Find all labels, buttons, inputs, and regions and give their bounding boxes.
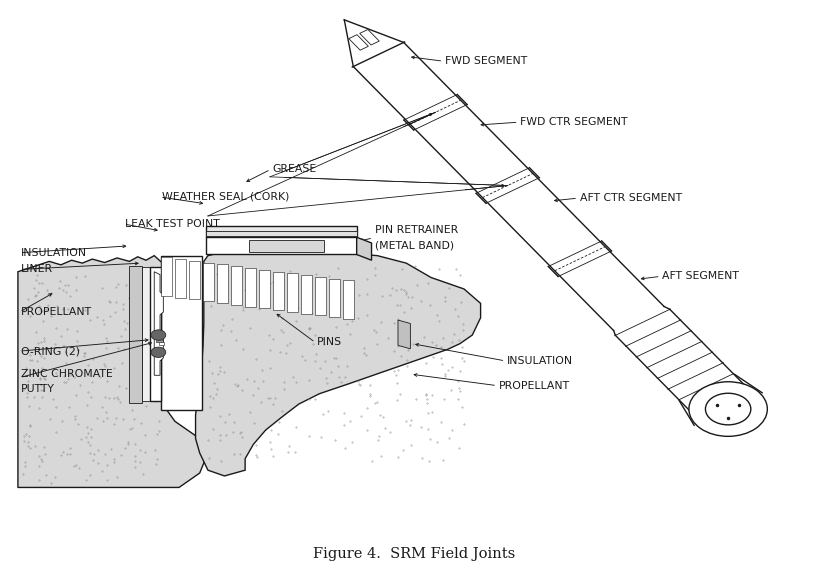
Polygon shape bbox=[203, 262, 214, 301]
Text: Figure 4.  SRM Field Joints: Figure 4. SRM Field Joints bbox=[313, 547, 515, 561]
Polygon shape bbox=[206, 231, 356, 236]
Polygon shape bbox=[18, 255, 208, 487]
Polygon shape bbox=[129, 266, 142, 403]
Text: AFT SEGMENT: AFT SEGMENT bbox=[662, 271, 739, 281]
Text: AFT CTR SEGMENT: AFT CTR SEGMENT bbox=[579, 193, 681, 203]
Polygon shape bbox=[258, 270, 270, 308]
Polygon shape bbox=[156, 340, 162, 343]
Polygon shape bbox=[150, 267, 161, 401]
Polygon shape bbox=[230, 266, 242, 305]
Polygon shape bbox=[161, 257, 172, 296]
Circle shape bbox=[688, 381, 767, 436]
Polygon shape bbox=[349, 35, 368, 50]
Text: ZINC CHROMATE: ZINC CHROMATE bbox=[22, 369, 113, 379]
Polygon shape bbox=[249, 240, 323, 251]
Text: PUTTY: PUTTY bbox=[22, 384, 55, 394]
Polygon shape bbox=[397, 320, 410, 349]
Text: LINER: LINER bbox=[22, 265, 53, 275]
Polygon shape bbox=[161, 255, 202, 410]
Text: PIN RETRAINER: PIN RETRAINER bbox=[374, 225, 458, 235]
Text: WEATHER SEAL (CORK): WEATHER SEAL (CORK) bbox=[161, 192, 289, 202]
Polygon shape bbox=[272, 272, 284, 310]
Polygon shape bbox=[342, 280, 354, 319]
Text: INSULATION: INSULATION bbox=[22, 248, 87, 258]
Polygon shape bbox=[175, 259, 186, 298]
Polygon shape bbox=[154, 272, 163, 375]
Polygon shape bbox=[244, 268, 256, 306]
Circle shape bbox=[151, 347, 166, 357]
Text: FWD CTR SEGMENT: FWD CTR SEGMENT bbox=[520, 117, 627, 127]
Polygon shape bbox=[142, 267, 150, 401]
Text: FWD SEGMENT: FWD SEGMENT bbox=[445, 56, 527, 66]
Text: O-RING (2): O-RING (2) bbox=[22, 346, 80, 356]
Polygon shape bbox=[315, 277, 326, 316]
Polygon shape bbox=[301, 275, 312, 314]
Polygon shape bbox=[189, 261, 200, 299]
Text: LEAK TEST POINT: LEAK TEST POINT bbox=[125, 219, 219, 229]
Polygon shape bbox=[206, 237, 356, 254]
Polygon shape bbox=[159, 342, 164, 345]
Polygon shape bbox=[356, 237, 371, 260]
Polygon shape bbox=[286, 273, 298, 312]
Polygon shape bbox=[206, 226, 356, 237]
Text: PINS: PINS bbox=[316, 338, 342, 347]
Circle shape bbox=[151, 330, 166, 340]
Text: GREASE: GREASE bbox=[272, 164, 316, 175]
Polygon shape bbox=[216, 265, 228, 303]
Circle shape bbox=[705, 393, 750, 425]
Polygon shape bbox=[195, 247, 480, 476]
Text: PROPELLANT: PROPELLANT bbox=[498, 381, 569, 391]
Text: PROPELLANT: PROPELLANT bbox=[22, 307, 92, 317]
Text: INSULATION: INSULATION bbox=[507, 356, 572, 366]
Text: (METAL BAND): (METAL BAND) bbox=[374, 240, 454, 250]
Polygon shape bbox=[328, 279, 339, 317]
Polygon shape bbox=[359, 29, 379, 45]
